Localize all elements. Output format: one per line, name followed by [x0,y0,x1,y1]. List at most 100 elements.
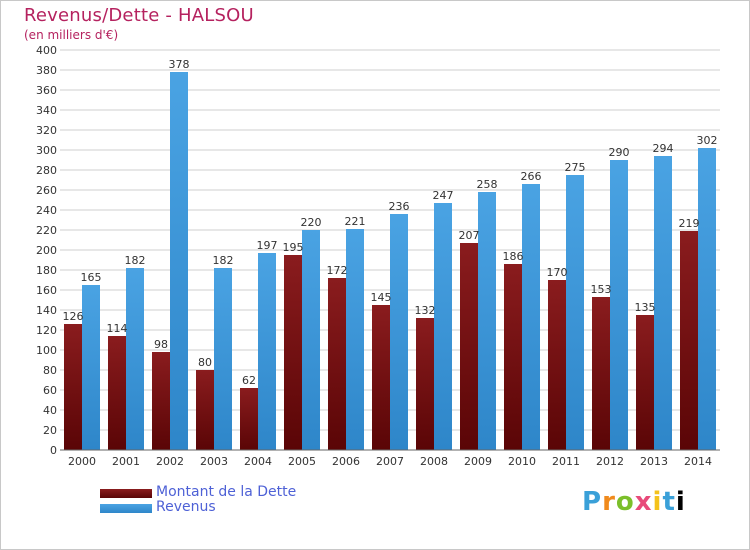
y-tick-label: 280 [36,164,57,177]
y-tick-label: 220 [36,224,57,237]
bar-revenue [258,253,276,450]
x-tick-label: 2000 [68,455,96,468]
x-axis-ticks: 2000 2001 2002 2003 2004 2005 2006 2007 2008 2009… [68,455,712,468]
y-tick-label: 20 [43,424,57,437]
x-tick-label: 2007 [376,455,404,468]
logo-letter: i [675,487,686,517]
y-tick-label: 140 [36,304,57,317]
bar-debt [548,280,566,450]
data-label-revenue: 275 [565,161,586,174]
x-tick-label: 2010 [508,455,536,468]
x-tick-label: 2011 [552,455,580,468]
y-tick-label: 180 [36,264,57,277]
bar-revenue [214,268,232,450]
data-label-revenue: 302 [697,134,718,147]
data-label-debt: 135 [635,301,656,314]
y-tick-label: 160 [36,284,57,297]
logo-letter: x [634,487,653,517]
legend-swatch-debt [100,489,152,498]
x-tick-label: 2001 [112,455,140,468]
data-label-revenue: 197 [257,239,278,252]
data-label-debt: 195 [283,241,304,254]
data-label-revenue: 247 [433,189,454,202]
bar-revenue [82,285,100,450]
y-tick-label: 60 [43,384,57,397]
logo-letter: t [662,487,676,517]
legend-label-debt: Montant de la Dette [156,484,297,500]
logo-letter: P [582,487,603,517]
data-label-debt: 219 [679,217,700,230]
bar-debt [460,243,478,450]
y-axis-ticks: 0 20 40 60 80 100 120 140 160 180 200 220 240 260 280 3… [36,44,57,457]
bar-revenue [698,148,716,450]
data-label-debt: 170 [547,266,568,279]
bar-debt [196,370,214,450]
logo-letter: i [652,487,663,517]
y-tick-label: 120 [36,324,57,337]
data-label-debt: 145 [371,291,392,304]
data-label-debt: 114 [107,322,128,335]
bar-debt [504,264,522,450]
data-label-revenue: 266 [521,170,542,183]
proxiti-logo: Proxiti [582,487,686,517]
y-tick-label: 380 [36,64,57,77]
bar-revenue [566,175,584,450]
bar-debt [108,336,126,450]
data-label-revenue: 294 [653,142,674,155]
data-label-debt: 186 [503,250,524,263]
bar-revenue [610,160,628,450]
data-label-debt: 80 [198,356,212,369]
x-tick-label: 2005 [288,455,316,468]
bars [64,72,716,450]
data-label-revenue: 378 [169,58,190,71]
x-tick-label: 2012 [596,455,624,468]
y-tick-label: 320 [36,124,57,137]
legend-label-revenue: Revenus [156,499,216,515]
bar-revenue [302,230,320,450]
chart-title: Revenus/Dette - HALSOU [24,5,254,26]
bar-debt [416,318,434,450]
y-tick-label: 0 [50,444,57,457]
x-tick-label: 2014 [684,455,712,468]
x-tick-label: 2003 [200,455,228,468]
y-tick-label: 100 [36,344,57,357]
x-tick-label: 2009 [464,455,492,468]
bar-revenue [170,72,188,450]
bar-debt [240,388,258,450]
data-label-revenue: 290 [609,146,630,159]
bar-revenue [478,192,496,450]
data-label-revenue: 182 [125,254,146,267]
bar-debt [284,255,302,450]
logo-letter: r [602,487,616,517]
data-label-debt: 172 [327,264,348,277]
bar-debt [64,324,82,450]
legend-swatch-revenue [100,504,152,513]
bar-revenue [390,214,408,450]
bar-revenue [434,203,452,450]
y-tick-label: 240 [36,204,57,217]
y-tick-label: 300 [36,144,57,157]
x-tick-label: 2002 [156,455,184,468]
data-labels: 126 165 114 182 98 378 80 182 62 197 195 220 172 221 1… [63,58,718,387]
y-tick-label: 260 [36,184,57,197]
bar-debt [152,352,170,450]
data-label-debt: 126 [63,310,84,323]
bar-revenue [126,268,144,450]
x-tick-label: 2006 [332,455,360,468]
data-label-revenue: 236 [389,200,410,213]
bar-debt [592,297,610,450]
bar-revenue [346,229,364,450]
bar-debt [328,278,346,450]
y-tick-label: 80 [43,364,57,377]
bar-debt [636,315,654,450]
bar-debt [372,305,390,450]
chart-subtitle: (en milliers d'€) [24,28,119,42]
y-tick-label: 340 [36,104,57,117]
x-tick-label: 2013 [640,455,668,468]
data-label-debt: 62 [242,374,256,387]
y-tick-label: 200 [36,244,57,257]
data-label-revenue: 182 [213,254,234,267]
bar-revenue [522,184,540,450]
x-tick-label: 2004 [244,455,272,468]
